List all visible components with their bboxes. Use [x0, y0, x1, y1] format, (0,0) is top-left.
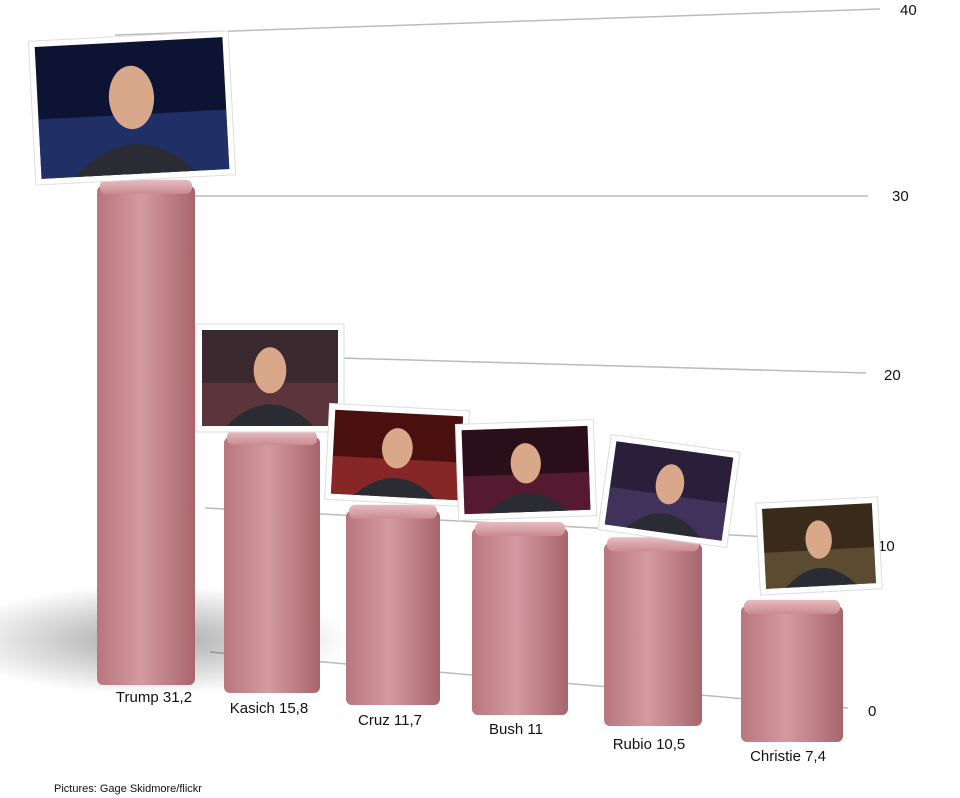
bar-body	[224, 437, 320, 693]
y-axis-ticks: 0 10 20 30 40	[868, 2, 917, 720]
person-face	[805, 520, 832, 559]
candidate-photo-rubio	[597, 433, 741, 549]
bar-kasich	[224, 431, 320, 693]
candidate-photo-cruz	[324, 402, 470, 508]
person-face	[381, 428, 413, 469]
bar-trump	[97, 179, 195, 686]
bars	[97, 179, 843, 742]
bar-body	[741, 605, 843, 742]
person-shoulders	[785, 567, 857, 588]
bar-christie	[741, 599, 843, 742]
person-shoulders	[75, 144, 196, 178]
bar-label-bush: Bush 11	[489, 721, 543, 738]
y-tick-label: 40	[900, 2, 917, 19]
bar-cap	[227, 431, 317, 446]
candidate-photos	[27, 30, 883, 596]
person-shoulders	[625, 513, 701, 538]
bar-body	[472, 528, 568, 715]
person-shoulders	[487, 493, 568, 514]
candidate-photo-bush	[454, 419, 598, 521]
gridline-20	[339, 357, 867, 374]
bar-label-rubio: Rubio 10,5	[613, 736, 686, 753]
candidate-photo-trump	[27, 30, 237, 186]
bar-body	[604, 543, 702, 726]
person-shoulders	[226, 404, 314, 426]
bar-bush	[472, 522, 568, 715]
photo-credit: Pictures: Gage Skidmore/flickr	[54, 783, 202, 795]
y-tick-label: 0	[868, 703, 876, 720]
bar-cruz	[346, 504, 440, 705]
person-face	[108, 65, 155, 130]
bar-rubio	[604, 537, 702, 726]
bar-cap	[349, 504, 437, 519]
bar-body	[97, 185, 195, 686]
bar-cap	[100, 179, 192, 194]
bar-label-trump: Trump 31,2	[116, 689, 192, 706]
bar-label-christie: Christie 7,4	[750, 748, 826, 765]
bar-label-cruz: Cruz 11,7	[358, 712, 422, 729]
y-tick-label: 30	[892, 188, 909, 205]
bar-body	[346, 510, 440, 705]
candidate-photo-kasich	[195, 323, 345, 433]
gridline-40	[114, 8, 881, 36]
person-face	[253, 347, 287, 394]
bar-label-kasich: Kasich 15,8	[230, 700, 308, 717]
person-face	[510, 443, 541, 484]
person-face	[655, 464, 685, 505]
y-tick-label: 20	[884, 367, 901, 384]
candidate-photo-christie	[755, 496, 883, 596]
person-shoulders	[353, 478, 436, 500]
bar-labels: Trump 31,2 Kasich 15,8 Cruz 11,7 Bush 11 Rub…	[116, 689, 826, 765]
bar-cap	[744, 599, 840, 614]
bar-cap	[475, 522, 565, 536]
y-tick-label: 10	[878, 538, 895, 555]
